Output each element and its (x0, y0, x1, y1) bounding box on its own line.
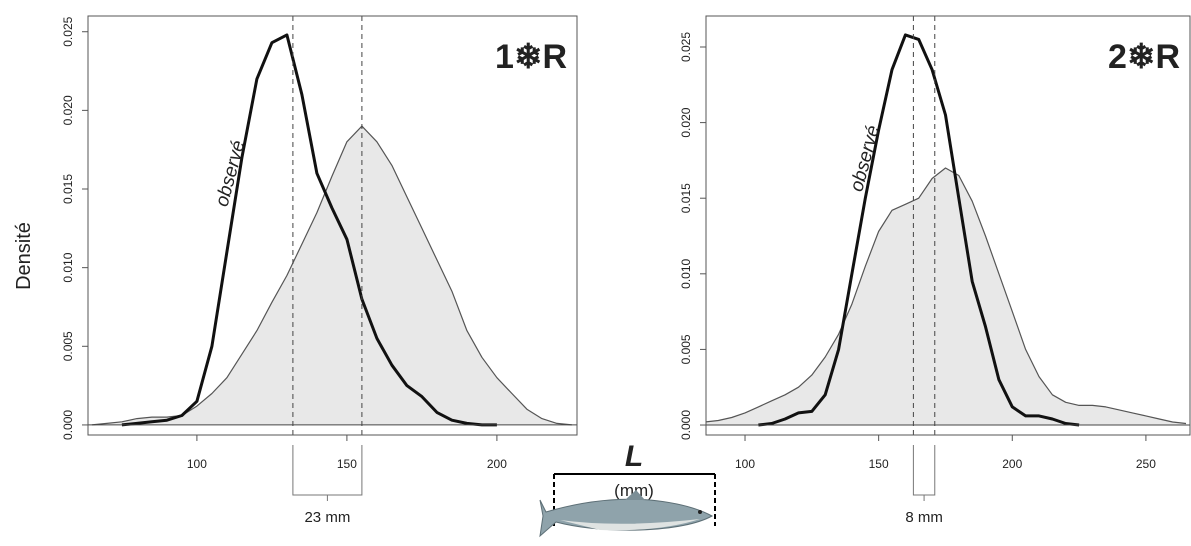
x-tick-label: 100 (187, 457, 207, 471)
x-axis-unit: (mm) (614, 481, 654, 500)
plot-area (88, 33, 577, 427)
y-tick-label: 0.005 (61, 331, 75, 361)
fish-belly (560, 519, 700, 531)
difference-bracket (292, 445, 363, 501)
y-tick-label: 0.020 (679, 107, 693, 137)
density-line (706, 167, 1187, 425)
x-tick-label: 100 (735, 457, 755, 471)
x-tick-label: 200 (487, 457, 507, 471)
y-tick-label: 0.015 (61, 174, 75, 204)
difference-bracket (912, 445, 936, 501)
plot-frame (87, 15, 578, 436)
x-tick-label: 250 (1136, 457, 1156, 471)
density-line (758, 33, 1080, 427)
x-axis-label: L (625, 440, 643, 473)
y-tick-label: 0.000 (61, 410, 75, 440)
y-axis-label: Densité (13, 222, 35, 290)
x-tick-label: 150 (869, 457, 889, 471)
density-area (706, 168, 1186, 426)
x-tick-label: 150 (337, 457, 357, 471)
panel-label: 1❄R (495, 38, 567, 76)
density-line (91, 125, 572, 426)
series-annotation: observé (846, 123, 884, 194)
fish-fin (625, 490, 645, 500)
plot-area (706, 33, 1190, 427)
difference-label: 8 mm (905, 509, 943, 526)
y-tick-label: 0.020 (61, 95, 75, 125)
fish-icon (539, 473, 716, 538)
panel-label: 2❄R (1108, 38, 1180, 76)
fish-eye (698, 510, 702, 514)
y-tick-label: 0.010 (61, 252, 75, 282)
density-line (121, 33, 497, 427)
y-tick-label: 0.005 (679, 334, 693, 364)
difference-label: 23 mm (304, 509, 350, 526)
plot-frame (705, 15, 1191, 436)
density-area (91, 126, 572, 425)
x-tick-label: 200 (1002, 457, 1022, 471)
y-tick-label: 0.025 (679, 32, 693, 62)
y-tick-label: 0.000 (679, 410, 693, 440)
fish-body (539, 498, 714, 538)
y-tick-label: 0.025 (61, 16, 75, 46)
y-tick-label: 0.010 (679, 258, 693, 288)
y-tick-label: 0.015 (679, 183, 693, 213)
series-annotation: observé (212, 138, 250, 209)
